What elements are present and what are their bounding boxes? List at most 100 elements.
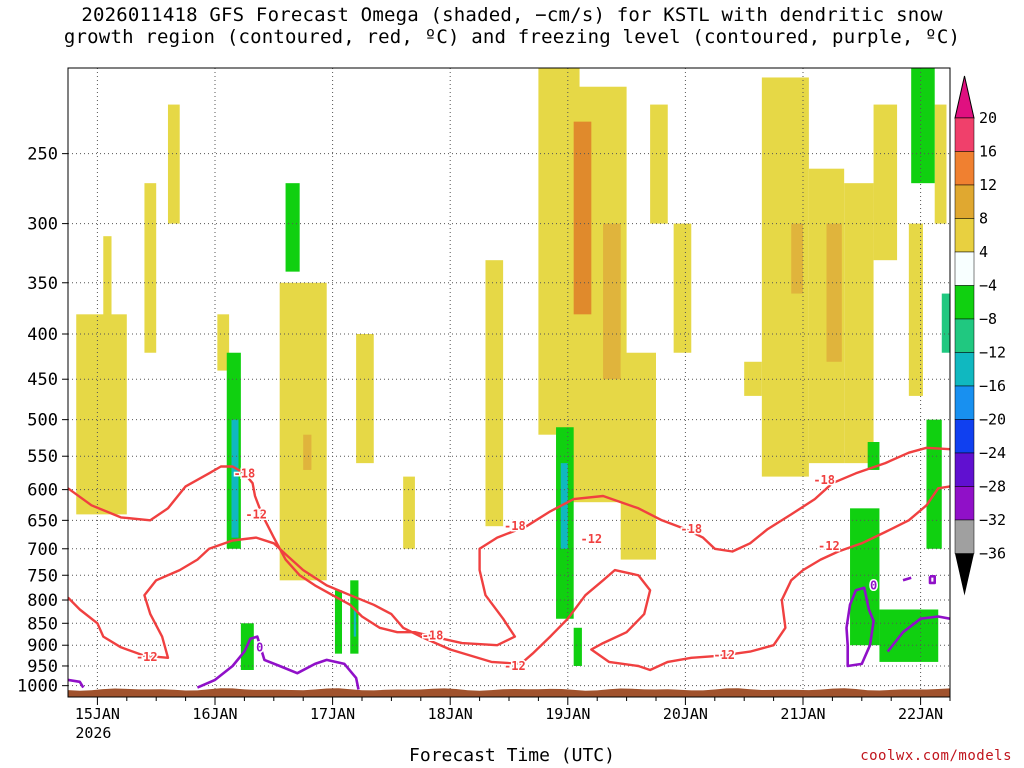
ascent-shade-2 [144,183,157,353]
freezing-label-1: 0 [870,578,877,592]
descent-shade-27 [231,419,239,538]
descent-shade-29 [285,183,300,272]
x-tick-label-17: 17JAN [310,705,355,723]
colorbar-label-12: −32 [979,511,1006,529]
ascent-shade-13 [603,223,621,380]
freezing-label-0: 0 [256,640,263,654]
y-tick-label-250: 250 [27,145,58,165]
dgz-label-4: -18 [504,519,526,533]
colorbar-top-arrow [954,75,975,119]
y-tick-label-550: 550 [27,447,58,467]
colorbar-label-11: −28 [979,478,1006,496]
colorbar-segment-5 [954,285,975,320]
credit-link[interactable]: coolwx.com/models [860,748,1012,764]
colorbar-label-3: 8 [979,210,988,228]
colorbar-segment-0 [954,117,975,152]
colorbar-segment-4 [954,251,975,286]
ascent-shade-14 [620,352,656,560]
dgz-label-8: -12 [713,648,735,662]
y-tick-label-750: 750 [27,566,58,586]
y-tick-label-800: 800 [27,591,58,611]
ascent-shade-12 [573,121,592,315]
ascent-shade-19 [791,223,803,294]
colorbar-segment-3 [954,218,975,253]
colorbar-segment-6 [954,318,975,353]
dgz-label-6: -12 [504,659,526,673]
y-tick-label-400: 400 [27,325,58,345]
y-tick-label-450: 450 [27,370,58,390]
descent-shade-38 [867,442,880,470]
colorbar-segment-2 [954,184,975,219]
descent-shade-34 [560,463,568,549]
colorbar-label-7: −12 [979,344,1006,362]
dgz-label-3: -18 [422,629,444,643]
x-tick-label-21: 21JAN [780,705,825,723]
ascent-shade-23 [873,104,898,261]
ascent-shade-21 [826,223,842,362]
y-tick-label-650: 650 [27,511,58,531]
ascent-shade-24 [908,223,923,396]
dgz-label-2: -12 [136,650,158,664]
axis-layer: 2503003504004505005506006507007508008509… [17,67,951,742]
freezing-contour-1 [68,678,85,689]
colorbar-label-9: −20 [979,411,1006,429]
ascent-shade-16 [673,223,692,353]
x-tick-label-16: 16JAN [192,705,237,723]
ascent-shade-25 [934,104,947,224]
x-tick-label-18: 18JAN [428,705,473,723]
dgz-label-5: -12 [580,532,602,546]
colorbar-segment-12 [954,519,975,554]
colorbar-segment-1 [954,151,975,186]
descent-shade-35 [573,627,582,666]
descent-shade-30 [334,590,343,654]
y-tick-label-700: 700 [27,540,58,560]
ascent-shade-7 [356,334,374,464]
colorbar-segment-10 [954,452,975,487]
dgz-contour-0 [68,446,950,647]
ascent-shade-4 [217,314,230,371]
ascent-shade-8 [403,476,415,549]
dgz-contour-1 [68,485,950,672]
freezing-contour-5 [902,576,912,582]
descent-shade-39 [911,68,935,184]
y-tick-label-500: 500 [27,411,58,431]
x-tick-label-15: 15JAN [75,705,120,723]
ascent-shade-17 [744,361,762,396]
colorbar-label-4: 4 [979,243,988,261]
ascent-shade-6 [303,434,312,470]
omega-shading-layer [76,68,950,670]
descent-shade-36 [850,508,880,646]
x-tick-label-22: 22JAN [898,705,943,723]
freezing-contour-3 [886,615,950,653]
ground-surface [68,688,950,697]
dgz-label-1: -12 [245,507,267,521]
dgz-label-10: -12 [818,539,840,553]
dgz-label-9: -18 [813,473,835,487]
ascent-shade-22 [844,183,874,464]
ascent-shade-15 [650,104,668,224]
y-tick-label-900: 900 [27,636,58,656]
colorbar-label-0: 20 [979,109,997,127]
colorbar-bottom-arrow [955,553,974,596]
freezing-contour-2 [845,586,875,668]
title-line-2: growth region (contoured, red, ºC) and f… [63,26,961,48]
ground-layer [68,688,950,697]
ascent-shade-9 [485,260,504,527]
ascent-shade-0 [76,314,127,515]
x-tick-label-19: 19JAN [545,705,590,723]
colorbar-label-5: −4 [979,277,997,295]
freezing-contour-4 [928,575,936,585]
title-line-1: 2026011418 GFS Forecast Omega (shaded, −… [81,4,943,26]
colorbar-label-8: −16 [979,377,1006,395]
y-tick-label-600: 600 [27,481,58,501]
descent-shade-41 [941,293,950,353]
freezing-contour-0 [196,635,360,690]
dgz-label-7: -18 [680,522,702,536]
colorbar-label-2: 12 [979,176,997,194]
x-axis-title: Forecast Time (UTC) [409,745,615,766]
contour-layer: -18 -12 -12 -18 -18 -12 -12 -18 -12 -18 -12 0 0 [68,446,950,690]
colorbar-label-6: −8 [979,310,997,328]
colorbar-label-10: −24 [979,444,1006,462]
colorbar-layer: 20 16 12 8 4 −4 −8 −12 −16 −20 −24 −28 −32 −36 [954,75,1006,596]
y-tick-label-1000: 1000 [17,677,58,697]
